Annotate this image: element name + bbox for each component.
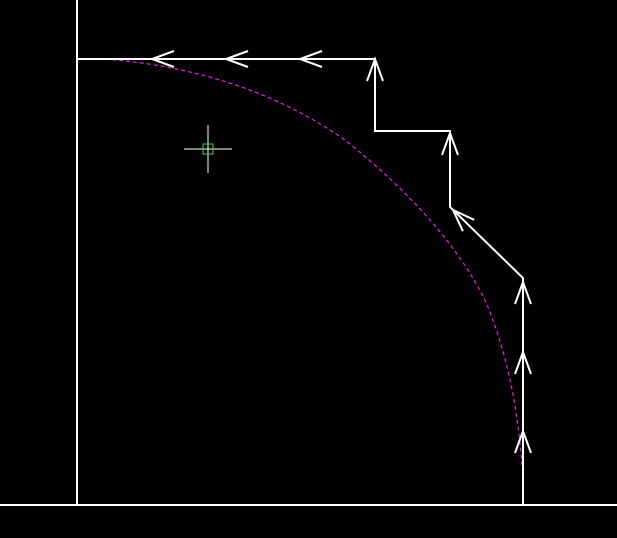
arrowhead-icon	[514, 279, 532, 305]
arrowhead-icon	[450, 207, 475, 232]
arrowhead-icon	[223, 50, 249, 68]
arrowhead-icon	[441, 130, 459, 156]
cursor-pick-box	[202, 143, 214, 155]
arrowhead-icon	[297, 50, 323, 68]
dashed-arc	[104, 58, 523, 466]
arrowhead-icon	[366, 56, 384, 82]
crosshair-cursor-icon	[184, 125, 232, 173]
arrowhead-icon	[149, 50, 175, 68]
arrowheads-group	[149, 50, 532, 454]
arrowhead-icon	[514, 349, 532, 375]
arrowhead-icon	[514, 428, 532, 454]
